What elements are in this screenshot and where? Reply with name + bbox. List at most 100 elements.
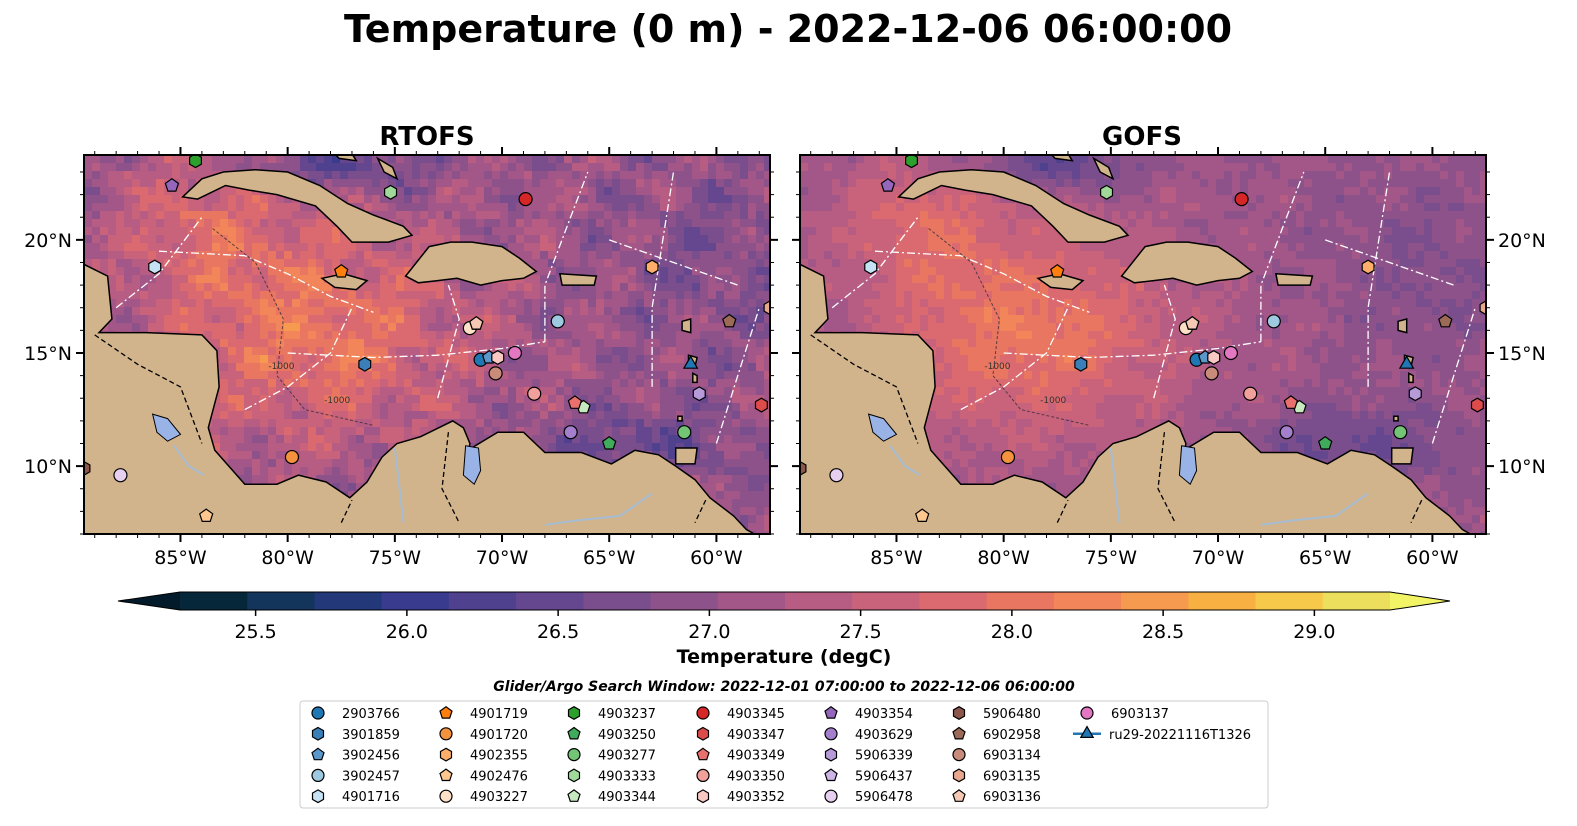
field-cell (164, 195, 172, 203)
field-cell (732, 339, 740, 347)
field-cell (1208, 155, 1216, 163)
field-cell (1000, 155, 1008, 163)
field-cell (764, 387, 770, 395)
field-cell (228, 307, 236, 315)
field-cell (620, 315, 628, 323)
field-cell (140, 155, 148, 163)
field-cell (848, 203, 856, 211)
field-cell (468, 347, 476, 355)
field-cell (572, 299, 580, 307)
field-cell (300, 155, 308, 163)
field-cell (284, 459, 292, 467)
field-cell (564, 211, 572, 219)
field-cell (732, 259, 740, 267)
field-cell (220, 243, 228, 251)
field-cell (748, 315, 756, 323)
field-cell (116, 219, 124, 227)
field-cell (508, 155, 516, 163)
field-cell (492, 323, 500, 331)
field-cell (580, 187, 588, 195)
field-cell (756, 411, 764, 419)
field-cell (700, 299, 708, 307)
field-cell (660, 267, 668, 275)
field-cell (108, 299, 116, 307)
field-cell (140, 179, 148, 187)
field-cell (1344, 179, 1352, 187)
field-cell (708, 155, 716, 163)
field-cell (356, 467, 364, 475)
land-lesser-antilles-3 (692, 372, 698, 384)
field-cell (708, 483, 716, 491)
field-cell (532, 227, 540, 235)
field-cell (492, 179, 500, 187)
field-cell (260, 387, 268, 395)
field-cell (92, 243, 100, 251)
field-cell (864, 195, 872, 203)
field-cell (1208, 171, 1216, 179)
field-cell (180, 251, 188, 259)
field-cell (1208, 211, 1216, 219)
field-cell (936, 155, 944, 163)
field-cell (308, 307, 316, 315)
field-cell (764, 459, 770, 467)
field-cell (1280, 211, 1288, 219)
field-cell (348, 347, 356, 355)
field-cell (896, 211, 904, 219)
field-cell (228, 195, 236, 203)
field-cell (300, 211, 308, 219)
field-cell (580, 419, 588, 427)
field-cell (388, 275, 396, 283)
field-cell (596, 179, 604, 187)
marker-6903134 (488, 366, 503, 381)
field-cell (420, 363, 428, 371)
field-cell (636, 371, 644, 379)
field-cell (300, 299, 308, 307)
field-cell (1192, 163, 1200, 171)
field-cell (724, 451, 732, 459)
field-cell (1456, 163, 1464, 171)
field-cell (252, 203, 260, 211)
field-cell (604, 259, 612, 267)
field-cell (548, 179, 556, 187)
field-cell (228, 251, 236, 259)
field-cell (684, 171, 692, 179)
field-cell (564, 419, 572, 427)
field-cell (604, 395, 612, 403)
field-cell (628, 259, 636, 267)
field-cell (268, 259, 276, 267)
field-cell (340, 363, 348, 371)
field-cell (800, 171, 808, 179)
field-cell (1456, 187, 1464, 195)
field-cell (564, 155, 572, 163)
field-cell (1328, 203, 1336, 211)
field-cell (268, 427, 276, 435)
field-cell (420, 211, 428, 219)
field-cell (468, 291, 476, 299)
field-cell (228, 219, 236, 227)
field-cell (308, 419, 316, 427)
field-cell (572, 203, 580, 211)
field-cell (380, 331, 388, 339)
field-cell (920, 211, 928, 219)
field-cell (636, 307, 644, 315)
field-cell (668, 435, 676, 443)
field-cell (396, 435, 404, 443)
field-cell (692, 331, 700, 339)
field-cell (1376, 179, 1384, 187)
field-cell (548, 307, 556, 315)
field-cell (604, 379, 612, 387)
field-cell (620, 203, 628, 211)
field-cell (1376, 163, 1384, 171)
field-cell (1392, 195, 1400, 203)
field-cell (348, 435, 356, 443)
field-cell (332, 467, 340, 475)
field-cell (244, 371, 252, 379)
field-cell (596, 251, 604, 259)
field-cell (1016, 211, 1024, 219)
field-cell (532, 259, 540, 267)
field-cell (628, 291, 636, 299)
field-cell (372, 259, 380, 267)
field-cell (848, 187, 856, 195)
field-cell (764, 179, 770, 187)
field-cell (764, 347, 770, 355)
